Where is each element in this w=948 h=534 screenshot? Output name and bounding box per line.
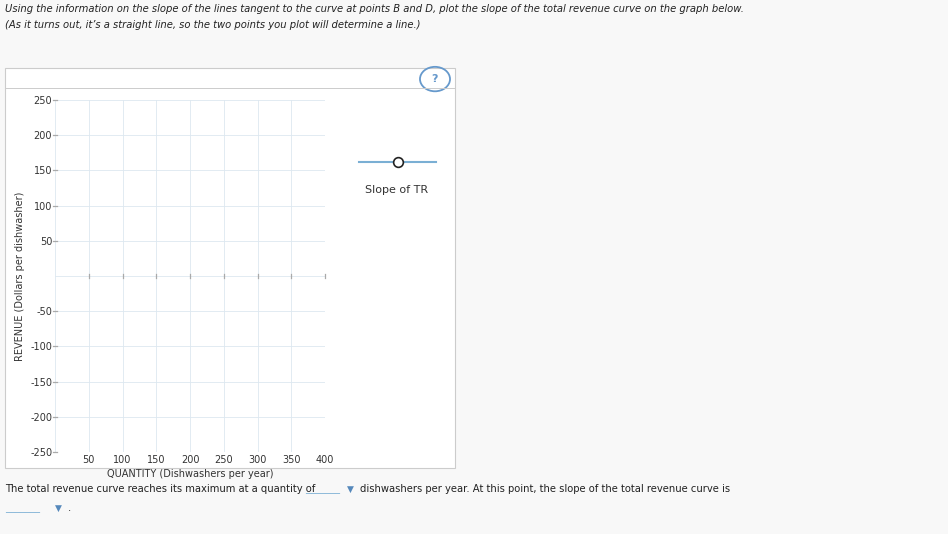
Text: _______: _______	[5, 503, 40, 513]
Text: dishwashers per year. At this point, the slope of the total revenue curve is: dishwashers per year. At this point, the…	[360, 484, 730, 494]
Text: ?: ?	[431, 74, 438, 84]
Text: _______: _______	[305, 484, 340, 494]
Text: .: .	[68, 503, 71, 513]
Text: Using the information on the slope of the lines tangent to the curve at points B: Using the information on the slope of th…	[5, 4, 743, 14]
Y-axis label: REVENUE (Dollars per dishwasher): REVENUE (Dollars per dishwasher)	[14, 191, 25, 360]
Text: (As it turns out, it’s a straight line, so the two points you plot will determin: (As it turns out, it’s a straight line, …	[5, 20, 420, 30]
Text: The total revenue curve reaches its maximum at a quantity of: The total revenue curve reaches its maxi…	[5, 484, 315, 494]
Text: ▼: ▼	[55, 504, 62, 513]
Text: Slope of TR: Slope of TR	[365, 185, 428, 195]
Text: ▼: ▼	[347, 485, 354, 494]
X-axis label: QUANTITY (Dishwashers per year): QUANTITY (Dishwashers per year)	[107, 469, 273, 479]
